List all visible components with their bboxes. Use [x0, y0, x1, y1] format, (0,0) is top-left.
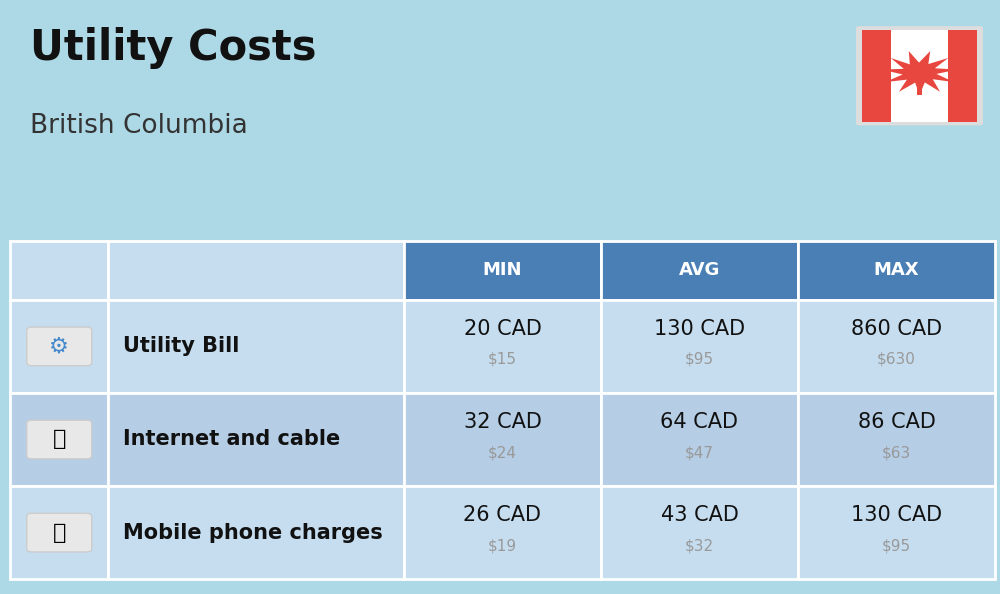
Bar	[798, 241, 995, 300]
Text: MIN: MIN	[483, 261, 522, 279]
Bar	[862, 30, 977, 122]
Text: 43 CAD: 43 CAD	[661, 505, 738, 525]
FancyBboxPatch shape	[856, 26, 983, 125]
Text: MAX: MAX	[874, 261, 919, 279]
Text: Mobile phone charges: Mobile phone charges	[123, 523, 383, 542]
Bar	[601, 300, 798, 393]
Text: 86 CAD: 86 CAD	[858, 412, 935, 432]
Text: 26 CAD: 26 CAD	[463, 505, 542, 525]
Text: $19: $19	[488, 538, 517, 553]
Bar	[601, 241, 798, 300]
Text: $24: $24	[488, 445, 517, 460]
Text: $47: $47	[685, 445, 714, 460]
Bar	[10, 300, 108, 393]
Text: 32 CAD: 32 CAD	[464, 412, 541, 432]
Text: 860 CAD: 860 CAD	[851, 318, 942, 339]
Polygon shape	[882, 51, 957, 95]
Bar	[601, 486, 798, 579]
Text: Utility Bill: Utility Bill	[123, 336, 240, 356]
Text: Internet and cable: Internet and cable	[123, 429, 341, 450]
Text: 64 CAD: 64 CAD	[660, 412, 738, 432]
Text: $15: $15	[488, 352, 517, 367]
Bar	[108, 393, 404, 486]
Text: AVG: AVG	[679, 261, 720, 279]
Bar	[862, 30, 891, 122]
Bar	[917, 83, 922, 95]
Bar	[601, 393, 798, 486]
Text: 📡: 📡	[53, 429, 66, 450]
Bar	[404, 486, 601, 579]
Text: $63: $63	[882, 445, 911, 460]
Text: 20 CAD: 20 CAD	[464, 318, 541, 339]
Text: ⚙: ⚙	[49, 336, 69, 356]
Bar	[10, 486, 108, 579]
Bar	[404, 393, 601, 486]
Bar	[108, 241, 404, 300]
Text: 130 CAD: 130 CAD	[851, 505, 942, 525]
Text: $630: $630	[877, 352, 916, 367]
Bar	[404, 300, 601, 393]
Text: $95: $95	[685, 352, 714, 367]
Bar	[108, 300, 404, 393]
Bar	[798, 486, 995, 579]
FancyBboxPatch shape	[27, 513, 92, 552]
FancyBboxPatch shape	[27, 327, 92, 366]
Bar	[948, 30, 977, 122]
Text: Utility Costs: Utility Costs	[30, 27, 316, 69]
Text: $95: $95	[882, 538, 911, 553]
Bar	[108, 486, 404, 579]
FancyBboxPatch shape	[27, 420, 92, 459]
Bar	[10, 241, 108, 300]
Text: British Columbia: British Columbia	[30, 113, 248, 139]
Bar	[798, 393, 995, 486]
Bar	[10, 393, 108, 486]
Bar	[404, 241, 601, 300]
Text: 📱: 📱	[53, 523, 66, 542]
Text: 130 CAD: 130 CAD	[654, 318, 745, 339]
Bar	[798, 300, 995, 393]
Text: $32: $32	[685, 538, 714, 553]
